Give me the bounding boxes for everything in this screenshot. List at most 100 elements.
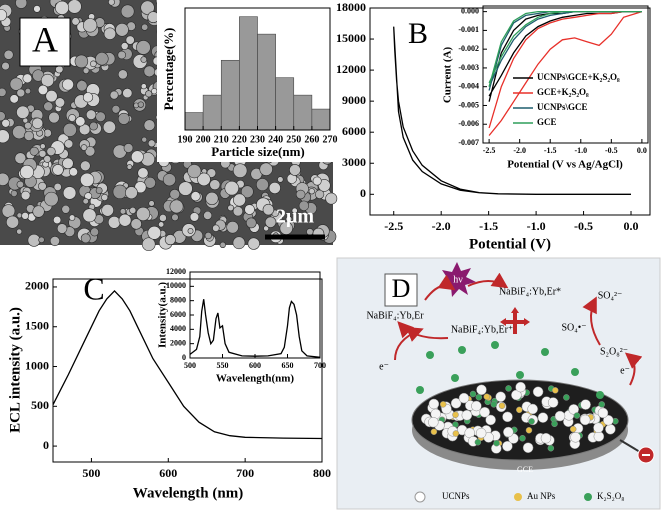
- bar: [275, 77, 295, 131]
- particle: [48, 111, 60, 124]
- particle: [495, 391, 506, 403]
- particle: [262, 203, 275, 216]
- particle: [68, 114, 76, 122]
- x-axis-label: Potential (V): [469, 236, 551, 252]
- bar: [257, 33, 276, 131]
- y-axis-label: Intensity(a.u.): [157, 282, 169, 348]
- electrode-label: GCE: [517, 465, 533, 474]
- particle: [552, 387, 559, 394]
- particle: [90, 60, 97, 68]
- legend-label: UCNPs\GCE: [537, 102, 588, 112]
- species-label: SO₄²⁻: [598, 290, 623, 301]
- particle: [285, 215, 293, 223]
- particle: [277, 176, 284, 183]
- particle: [537, 412, 549, 423]
- particle: [3, 49, 14, 60]
- particle: [24, 87, 32, 95]
- particle: [12, 125, 27, 140]
- particle: [475, 393, 483, 401]
- particle: [85, 109, 97, 120]
- plot-frame: [52, 278, 323, 463]
- particle: [0, 129, 10, 144]
- particle: [314, 189, 325, 199]
- particle: [23, 130, 34, 141]
- particle: [141, 136, 148, 143]
- particle: [1, 61, 10, 71]
- particle: [38, 181, 47, 191]
- particle: [62, 122, 77, 137]
- particle: [130, 218, 142, 230]
- particle: [16, 212, 23, 219]
- particle: [547, 397, 559, 408]
- particle: [76, 80, 88, 92]
- panel-label-box: [384, 273, 418, 307]
- panel-label: C: [83, 270, 104, 306]
- particle: [428, 398, 440, 410]
- x-tick-label: 210: [214, 134, 229, 145]
- particle: [16, 105, 30, 119]
- electrode-particles: [416, 341, 619, 454]
- particle: [598, 401, 606, 408]
- particle: [40, 73, 55, 88]
- particle: [232, 236, 246, 250]
- species-label: NaBiF₄:Yb,Er⁺: [451, 324, 513, 335]
- particle: [498, 402, 506, 409]
- particle: [573, 412, 581, 419]
- particle: [426, 351, 434, 359]
- x-tick-label: -1.5: [479, 219, 498, 233]
- particle: [46, 146, 56, 157]
- particle: [140, 56, 148, 63]
- x-tick-label: 240: [268, 134, 283, 145]
- particle: [54, 97, 66, 108]
- legend-label: UCNPs: [442, 491, 470, 501]
- x-tick-label: -1.0: [527, 219, 546, 233]
- particle: [244, 204, 255, 215]
- y-tick-label: -0.004: [458, 82, 479, 91]
- scale-label: 2μm: [276, 206, 314, 228]
- wire: [619, 439, 641, 453]
- particle: [90, 227, 99, 237]
- species-label: NaBiF₄:Yb,Er*: [499, 286, 561, 297]
- y-tick-label: 8000: [170, 295, 186, 304]
- particle: [82, 198, 89, 205]
- particle: [1, 204, 16, 218]
- particle: [33, 5, 41, 13]
- particle: [247, 237, 260, 250]
- particle: [479, 406, 490, 418]
- particle: [27, 233, 41, 247]
- particle: [68, 214, 76, 221]
- particle: [53, 182, 62, 192]
- particle: [61, 204, 71, 214]
- particle: [130, 150, 144, 164]
- particle: [471, 400, 482, 412]
- particle: [120, 4, 135, 19]
- particle: [503, 426, 514, 438]
- series-line: [189, 299, 321, 358]
- plots: 190 200 210 220 230 240 250 260 270 Particle size…: [7, 0, 651, 501]
- x-tick-label: 800: [313, 466, 331, 480]
- particle: [31, 117, 44, 129]
- particle: [596, 391, 604, 399]
- particle: [190, 191, 201, 202]
- particle: [52, 164, 64, 176]
- particle: [29, 146, 39, 156]
- x-tick-label: 700: [314, 361, 326, 370]
- particle: [9, 94, 19, 104]
- particle: [151, 88, 158, 95]
- particle: [226, 221, 239, 234]
- particle: [119, 208, 127, 215]
- x-tick-label: -0.5: [605, 146, 618, 155]
- particle: [450, 398, 462, 409]
- particle: [593, 422, 604, 434]
- x-tick-label: -2.5: [483, 146, 496, 155]
- particle: [522, 442, 534, 453]
- plot-frame: [369, 7, 651, 216]
- particle: [136, 206, 151, 221]
- particle: [82, 92, 94, 103]
- y-tick-label: -0.007: [458, 138, 479, 147]
- x-tick-label: 190: [178, 134, 193, 145]
- particle: [547, 444, 555, 452]
- y-tick-label: 500: [31, 398, 49, 412]
- electron-label: e⁻: [379, 361, 389, 372]
- particle: [306, 228, 314, 236]
